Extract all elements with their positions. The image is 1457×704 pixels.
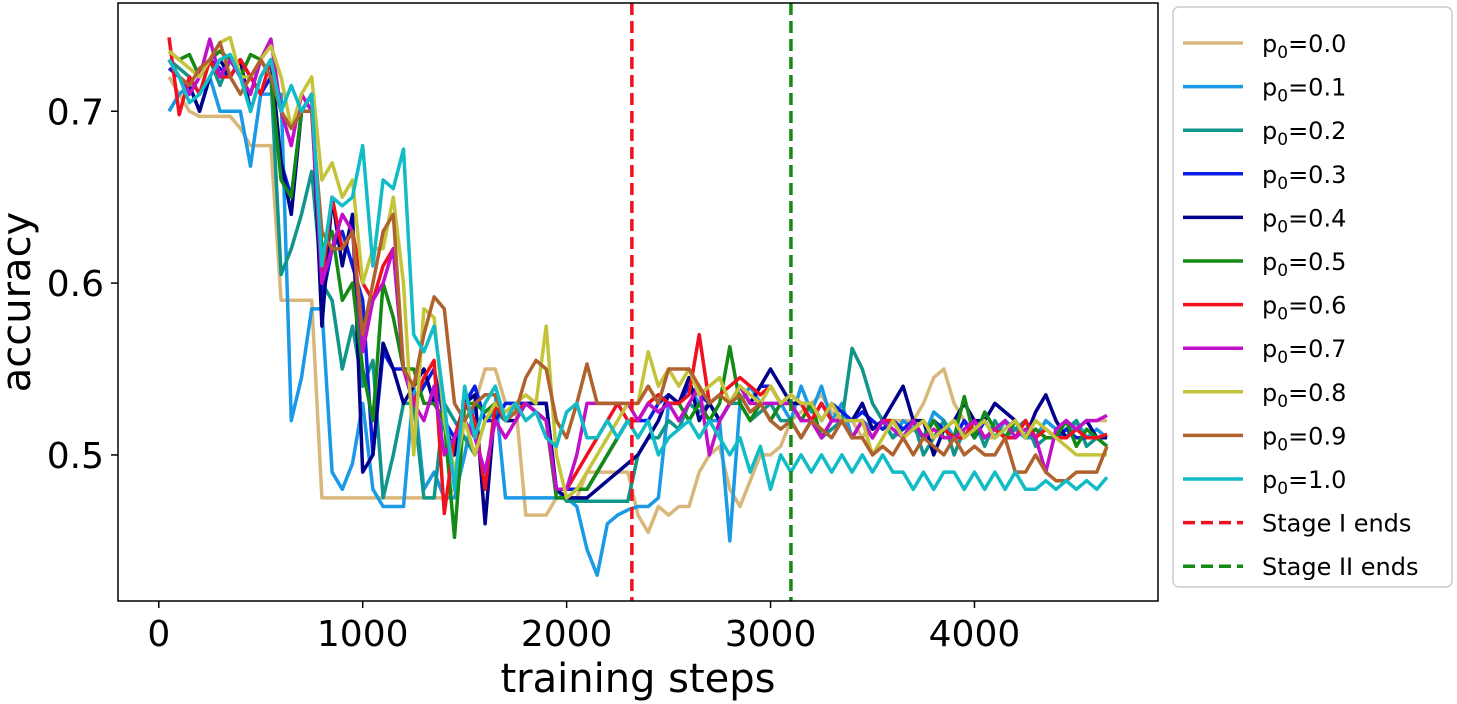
y-tick-label: 0.5 (47, 436, 104, 477)
x-tick-label: 3000 (725, 614, 817, 655)
series-line-7 (167, 37, 1108, 492)
legend-label: p0=0.9 (1262, 422, 1346, 455)
axis-ticks: 0 1000 2000 3000 4000 0.5 0.6 0.7 (47, 92, 1021, 655)
legend-label: p0=0.1 (1262, 74, 1346, 107)
legend-label: p0=0.7 (1262, 335, 1346, 368)
legend-box (1172, 6, 1453, 588)
y-tick-label: 0.6 (47, 264, 104, 305)
legend-label: p0=0.6 (1262, 292, 1346, 325)
legend-label: p0=0.2 (1262, 117, 1346, 150)
x-tick-label: 0 (147, 614, 170, 655)
x-tick-label: 4000 (929, 614, 1021, 655)
legend-label: Stage I ends (1262, 510, 1411, 538)
x-tick-label: 1000 (317, 614, 409, 655)
series-line-5 (167, 49, 1109, 540)
series-line-10 (167, 52, 1109, 492)
legend-label: p0=1.0 (1262, 466, 1346, 499)
series-line-3 (167, 57, 1107, 492)
plot-lines (167, 3, 1109, 601)
x-tick-label: 2000 (521, 614, 613, 655)
legend-label: Stage II ends (1262, 553, 1418, 581)
legend-label: p0=0.4 (1262, 204, 1346, 237)
y-tick-label: 0.7 (47, 92, 104, 133)
legend-label: p0=0.3 (1262, 161, 1346, 194)
legend-label: p0=0.0 (1262, 30, 1346, 63)
x-axis-label: training steps (500, 656, 775, 702)
legend: p0=0.0 p0=0.1 p0=0.2 p0=0.3 p0=0.4 p0=0.5 p0=0… (1172, 6, 1453, 588)
series-line-0 (167, 76, 1107, 535)
legend-label: p0=0.8 (1262, 379, 1346, 412)
legend-label: p0=0.5 (1262, 248, 1346, 281)
y-axis-label: accuracy (0, 212, 40, 392)
plot-frame (117, 2, 1159, 602)
series-line-1 (167, 75, 1109, 577)
